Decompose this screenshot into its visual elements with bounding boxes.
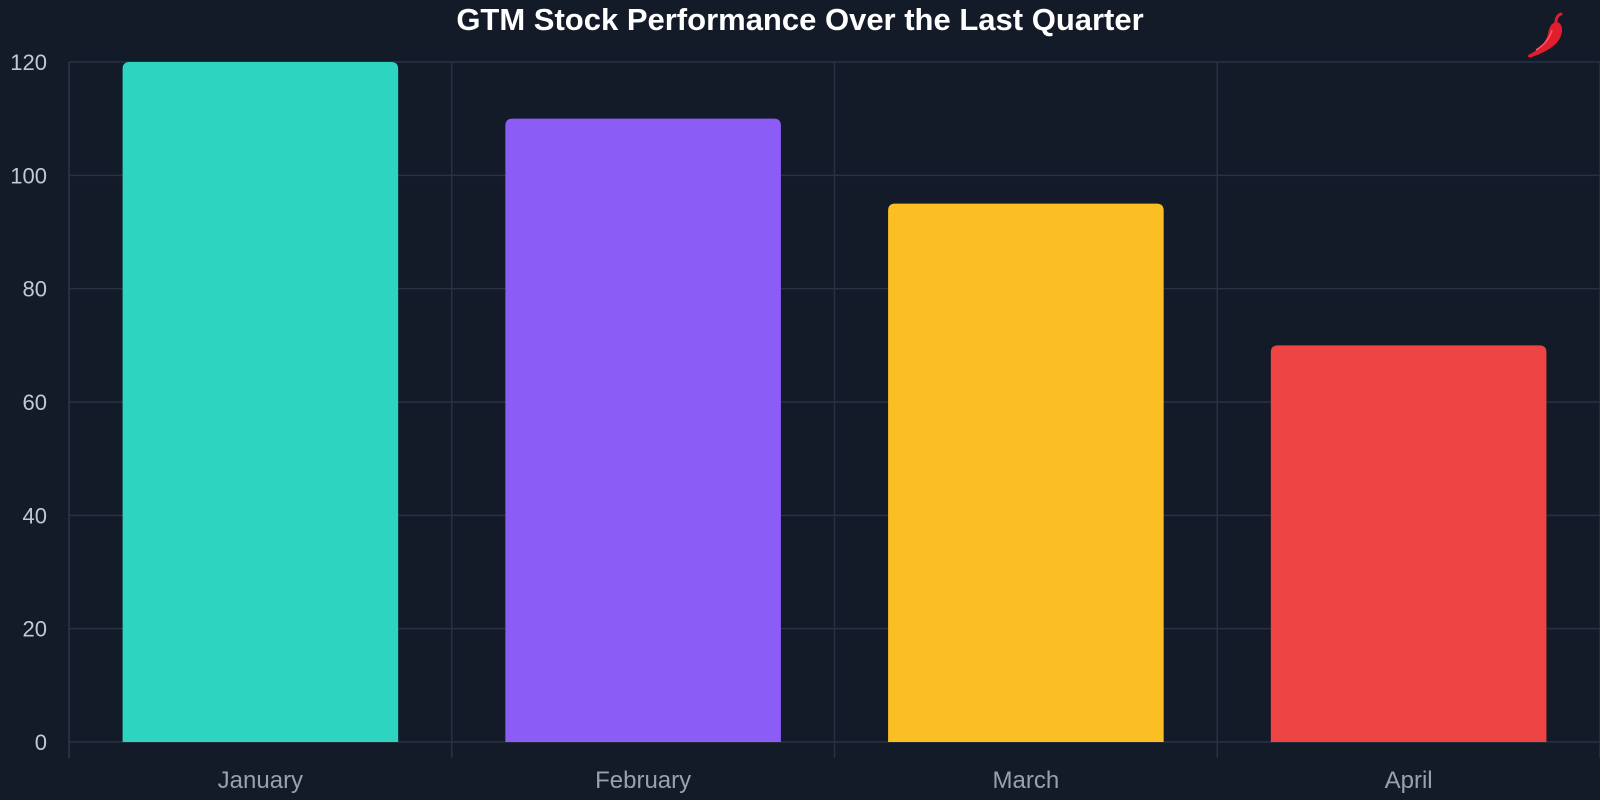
bar-january — [122, 62, 399, 742]
y-tick-label: 80 — [23, 277, 47, 302]
chili-pepper-body — [1527, 22, 1563, 58]
y-axis-ticks: 0 20 40 60 80 100 120 — [10, 50, 47, 755]
bar-march — [888, 203, 1164, 742]
y-tick-label: 60 — [23, 390, 47, 415]
y-tick-label: 120 — [10, 50, 47, 75]
chili-pepper-icon — [1527, 12, 1563, 58]
y-tick-label: 0 — [35, 730, 47, 755]
x-axis-ticks: January February March April — [218, 767, 1433, 794]
bar-february — [505, 118, 781, 742]
bars — [122, 62, 1547, 742]
y-tick-label: 40 — [23, 503, 47, 528]
x-tick-label-february: February — [595, 767, 691, 794]
chart-title: GTM Stock Performance Over the Last Quar… — [456, 2, 1143, 37]
chili-pepper-highlight — [1535, 29, 1553, 51]
x-tick-label-april: April — [1385, 767, 1433, 794]
bar-april — [1270, 345, 1547, 742]
chili-pepper-stem — [1554, 12, 1563, 24]
y-tick-label: 20 — [23, 617, 47, 642]
x-tick-label-march: March — [993, 767, 1060, 794]
y-tick-label: 100 — [10, 163, 47, 188]
x-tick-label-january: January — [218, 767, 303, 794]
